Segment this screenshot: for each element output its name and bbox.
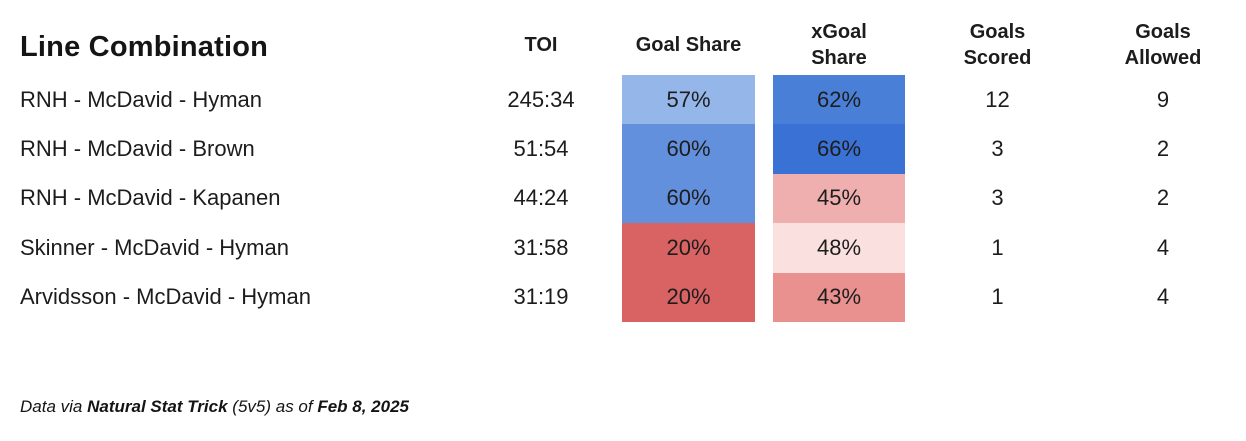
goal-share-cell: 57%	[622, 75, 755, 125]
column-gap	[755, 0, 773, 75]
xgoal-share-cell: 48%	[773, 223, 905, 273]
col-header-xgoal-share: xGoal Share	[811, 21, 867, 69]
goals-allowed-cell: 2	[1156, 136, 1170, 162]
col-header-goal-share: Goal Share	[635, 34, 742, 56]
goal-share-cell: 60%	[622, 173, 755, 224]
goals-scored-cell: 3	[991, 136, 1004, 162]
attribution-middle: (5v5) as of	[227, 397, 318, 416]
col-header-toi: TOI	[524, 34, 558, 56]
toi-cell: 31:19	[513, 284, 569, 310]
attribution-source: Natural Stat Trick	[87, 397, 228, 416]
goals-allowed-cell: 4	[1156, 234, 1170, 260]
goals-allowed-cell: 4	[1156, 284, 1170, 310]
line-combination-cell: Skinner - McDavid - Hyman	[20, 234, 289, 260]
xgoal-share-cell: 66%	[773, 124, 905, 174]
xgoal-share-cell: 45%	[773, 173, 905, 224]
xgoal-share-cell: 43%	[773, 272, 905, 322]
toi-cell: 31:58	[513, 234, 569, 260]
data-attribution: Data via Natural Stat Trick (5v5) as of …	[20, 397, 409, 417]
attribution-prefix: Data via	[20, 397, 88, 416]
goals-allowed-cell: 9	[1156, 86, 1170, 112]
toi-cell: 245:34	[507, 86, 575, 112]
goal-share-cell: 60%	[622, 124, 755, 174]
goals-scored-cell: 3	[991, 185, 1004, 211]
column-gap	[755, 174, 773, 223]
col-header-goals-scored: Goals Scored	[963, 21, 1032, 69]
xgoal-share-cell: 62%	[773, 75, 905, 125]
goals-allowed-cell: 2	[1156, 185, 1170, 211]
goal-share-cell: 20%	[622, 223, 755, 273]
attribution-date: Feb 8, 2025	[317, 397, 409, 416]
line-combination-cell: RNH - McDavid - Hyman	[20, 86, 263, 112]
line-combination-cell: Arvidsson - McDavid - Hyman	[20, 284, 311, 310]
line-combination-cell: RNH - McDavid - Brown	[20, 136, 255, 162]
toi-cell: 44:24	[513, 185, 569, 211]
goals-scored-cell: 12	[985, 86, 1010, 112]
table-title: Line Combination	[20, 31, 269, 63]
line-combination-cell: RNH - McDavid - Kapanen	[20, 185, 281, 211]
col-header-goals-allowed: Goals Allowed	[1124, 21, 1202, 69]
column-gap	[755, 273, 773, 322]
goals-scored-cell: 1	[991, 234, 1004, 260]
goals-scored-cell: 1	[991, 284, 1004, 310]
column-gap	[755, 223, 773, 272]
line-combination-table: Line Combination TOI Goal Share xGoal Sha…	[20, 0, 1202, 322]
column-gap	[755, 124, 773, 173]
toi-cell: 51:54	[513, 136, 569, 162]
column-gap	[755, 75, 773, 124]
goal-share-cell: 20%	[622, 272, 755, 322]
